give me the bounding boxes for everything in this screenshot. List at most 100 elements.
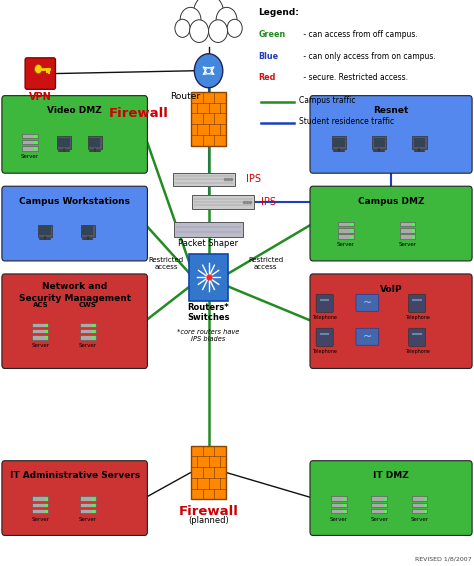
Text: Blue: Blue xyxy=(258,52,278,61)
FancyBboxPatch shape xyxy=(81,225,95,237)
Circle shape xyxy=(193,0,224,31)
FancyBboxPatch shape xyxy=(80,329,95,333)
Ellipse shape xyxy=(171,10,246,41)
Text: - can only access from on campus.: - can only access from on campus. xyxy=(301,52,436,61)
FancyBboxPatch shape xyxy=(80,503,95,507)
FancyBboxPatch shape xyxy=(32,323,48,327)
Text: Telephone: Telephone xyxy=(312,315,337,320)
Circle shape xyxy=(175,19,190,37)
FancyBboxPatch shape xyxy=(411,496,428,501)
Text: Video DMZ: Video DMZ xyxy=(47,106,102,115)
FancyBboxPatch shape xyxy=(32,509,48,513)
FancyBboxPatch shape xyxy=(22,146,37,151)
FancyBboxPatch shape xyxy=(80,323,95,327)
Circle shape xyxy=(35,65,42,74)
FancyBboxPatch shape xyxy=(2,186,147,261)
Text: Server: Server xyxy=(21,154,39,159)
FancyBboxPatch shape xyxy=(22,134,37,138)
FancyBboxPatch shape xyxy=(400,234,415,239)
FancyBboxPatch shape xyxy=(82,226,93,235)
Text: Server: Server xyxy=(399,242,417,247)
Text: Green: Green xyxy=(258,30,285,39)
Text: Firewall: Firewall xyxy=(179,505,238,518)
FancyBboxPatch shape xyxy=(331,503,346,507)
FancyBboxPatch shape xyxy=(331,509,346,513)
FancyBboxPatch shape xyxy=(189,254,228,301)
FancyBboxPatch shape xyxy=(192,195,254,209)
FancyBboxPatch shape xyxy=(310,186,472,261)
Text: Telephone: Telephone xyxy=(405,315,429,320)
Text: Red: Red xyxy=(258,73,276,82)
FancyBboxPatch shape xyxy=(316,294,333,312)
FancyBboxPatch shape xyxy=(372,503,387,507)
Text: Server: Server xyxy=(337,242,355,247)
Text: VoIP: VoIP xyxy=(380,285,402,294)
FancyBboxPatch shape xyxy=(310,274,472,368)
Text: Restricted
access: Restricted access xyxy=(248,257,283,269)
Text: CWS: CWS xyxy=(79,302,97,308)
Text: Firewall: Firewall xyxy=(109,107,168,119)
Text: *core routers have
IPS blades: *core routers have IPS blades xyxy=(177,329,240,342)
FancyBboxPatch shape xyxy=(25,58,55,89)
Text: REVISED 1/8/2007: REVISED 1/8/2007 xyxy=(415,556,472,561)
FancyBboxPatch shape xyxy=(333,138,345,147)
Text: IPS: IPS xyxy=(261,197,276,207)
FancyBboxPatch shape xyxy=(191,446,227,499)
Text: Legend:: Legend: xyxy=(258,8,299,18)
FancyBboxPatch shape xyxy=(174,222,243,237)
FancyBboxPatch shape xyxy=(338,234,354,239)
Text: ~: ~ xyxy=(363,332,372,342)
FancyBboxPatch shape xyxy=(356,294,379,311)
Text: Server: Server xyxy=(31,517,49,522)
FancyBboxPatch shape xyxy=(80,496,95,501)
FancyBboxPatch shape xyxy=(32,335,48,340)
Text: Campus Workstations: Campus Workstations xyxy=(19,197,130,206)
FancyBboxPatch shape xyxy=(372,509,387,513)
Text: Server: Server xyxy=(410,517,428,522)
FancyBboxPatch shape xyxy=(331,496,346,501)
Text: IT Administrative Servers: IT Administrative Servers xyxy=(9,471,140,481)
Text: - secure. Restricted access.: - secure. Restricted access. xyxy=(301,73,408,82)
Text: Internet: Internet xyxy=(189,0,228,1)
FancyBboxPatch shape xyxy=(411,509,428,513)
Text: Telephone: Telephone xyxy=(312,349,337,354)
FancyBboxPatch shape xyxy=(88,136,102,149)
Text: Resnet: Resnet xyxy=(374,106,409,115)
Text: Router: Router xyxy=(170,92,200,101)
Text: VPN: VPN xyxy=(29,92,52,102)
Circle shape xyxy=(190,20,209,42)
Text: Telephone: Telephone xyxy=(405,349,429,354)
FancyBboxPatch shape xyxy=(400,228,415,233)
FancyBboxPatch shape xyxy=(412,136,427,149)
FancyBboxPatch shape xyxy=(338,228,354,233)
FancyBboxPatch shape xyxy=(409,328,426,346)
Text: Server: Server xyxy=(330,517,348,522)
Text: IT DMZ: IT DMZ xyxy=(373,471,409,481)
FancyBboxPatch shape xyxy=(332,136,346,149)
Circle shape xyxy=(209,20,228,42)
FancyBboxPatch shape xyxy=(356,328,379,345)
Text: Routers*
Switches: Routers* Switches xyxy=(187,303,230,322)
Text: Campus DMZ: Campus DMZ xyxy=(358,197,424,206)
FancyBboxPatch shape xyxy=(372,496,387,501)
FancyBboxPatch shape xyxy=(32,503,48,507)
Circle shape xyxy=(227,19,242,37)
Circle shape xyxy=(180,7,201,32)
FancyBboxPatch shape xyxy=(32,496,48,501)
FancyBboxPatch shape xyxy=(316,328,333,346)
FancyBboxPatch shape xyxy=(89,138,100,147)
FancyBboxPatch shape xyxy=(39,226,51,235)
Text: Server: Server xyxy=(31,343,49,348)
Text: Packet Shaper: Packet Shaper xyxy=(179,239,238,248)
Text: ACS: ACS xyxy=(33,302,48,308)
FancyBboxPatch shape xyxy=(173,173,235,186)
FancyBboxPatch shape xyxy=(57,136,71,149)
Text: Network and: Network and xyxy=(42,282,107,291)
FancyBboxPatch shape xyxy=(58,138,70,147)
FancyBboxPatch shape xyxy=(372,136,386,149)
Text: (planned): (planned) xyxy=(188,516,229,525)
FancyBboxPatch shape xyxy=(22,140,37,144)
Text: Server: Server xyxy=(370,517,388,522)
Text: Server: Server xyxy=(79,343,97,348)
FancyBboxPatch shape xyxy=(80,509,95,513)
